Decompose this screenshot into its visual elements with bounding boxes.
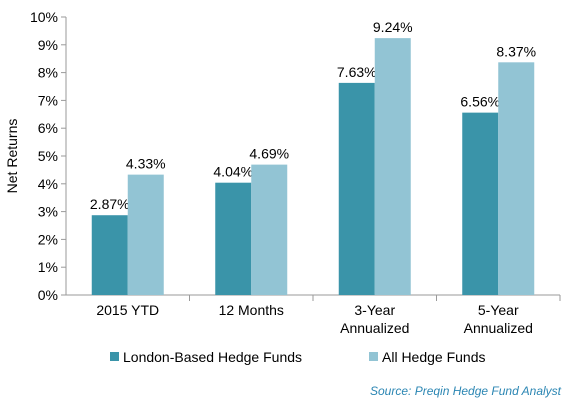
bar	[374, 38, 411, 296]
data-label: 7.63%	[337, 64, 377, 80]
y-tick-label: 6%	[38, 120, 58, 136]
bar	[251, 164, 288, 295]
bar	[91, 215, 128, 295]
y-tick-label: 2%	[38, 231, 58, 247]
y-tick-label: 9%	[38, 37, 58, 53]
y-axis-title: Net Returns	[4, 119, 20, 194]
y-tick-label: 8%	[38, 65, 58, 81]
legend-swatch	[369, 352, 378, 361]
data-label: 6.56%	[460, 94, 500, 110]
data-label: 2.87%	[90, 196, 130, 212]
y-tick-label: 10%	[30, 9, 58, 25]
bar	[127, 174, 164, 295]
bar	[215, 182, 252, 295]
data-label: 8.37%	[496, 43, 536, 59]
bar	[462, 112, 499, 295]
y-tick-label: 1%	[38, 259, 58, 275]
x-tick-label: 3-Year	[354, 302, 395, 318]
y-tick-label: 3%	[38, 204, 58, 220]
y-tick-label: 4%	[38, 176, 58, 192]
legend-label: London-Based Hedge Funds	[123, 349, 302, 365]
x-tick-label: 12 Months	[219, 302, 284, 318]
y-tick-label: 5%	[38, 148, 58, 164]
x-tick-label: 2015 YTD	[96, 302, 159, 318]
legend-swatch	[110, 352, 119, 361]
data-label: 4.33%	[126, 156, 166, 172]
source-note: Source: Preqin Hedge Fund Analyst	[370, 384, 561, 398]
y-tick-label: 7%	[38, 92, 58, 108]
data-label: 9.24%	[373, 19, 413, 35]
x-tick-label: Annualized	[464, 320, 533, 336]
x-tick-label: Annualized	[340, 320, 409, 336]
x-tick-label: 5-Year	[478, 302, 519, 318]
data-label: 4.69%	[249, 146, 289, 162]
bar	[338, 82, 375, 295]
y-tick-label: 0%	[38, 287, 58, 303]
legend-label: All Hedge Funds	[382, 349, 486, 365]
data-label: 4.04%	[213, 164, 253, 180]
bar	[498, 62, 535, 296]
